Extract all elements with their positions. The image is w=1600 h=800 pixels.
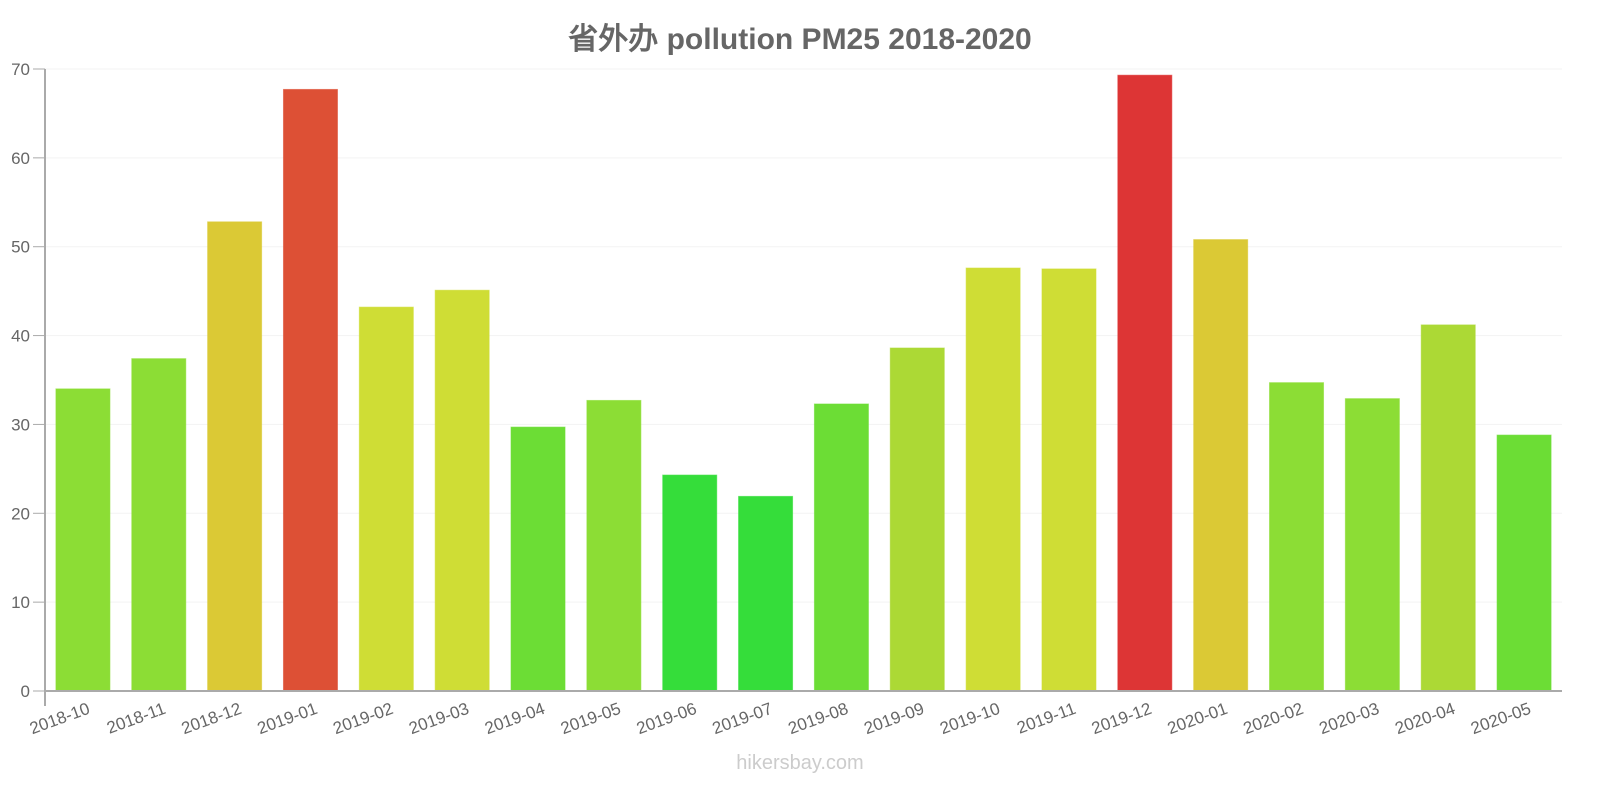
x-axis: 2018-10 2018-11 2018-12 2019-01 2019-02 2019-… [27,690,1562,738]
x-tick-label: 2020-03 [1317,699,1382,738]
bar-2018-11[interactable] [131,358,187,692]
x-tick-label: 2019-08 [786,699,851,738]
bar-2019-08[interactable] [813,403,869,692]
gridlines [45,68,1562,603]
y-tick-label: 0 [21,682,30,701]
bar-2019-05[interactable] [586,399,642,692]
y-tick-label: 30 [11,415,30,434]
y-tick-label: 40 [11,327,30,346]
x-tick-label: 2019-12 [1089,699,1154,738]
bar-2019-01[interactable] [282,88,338,692]
x-tick-label: 2020-05 [1468,699,1533,738]
bar-2020-03[interactable] [1344,398,1400,692]
bar-2020-02[interactable] [1269,382,1325,692]
bar-2019-04[interactable] [510,426,566,692]
x-tick-label: 2018-12 [179,699,244,738]
x-tick-label: 2020-04 [1392,699,1457,738]
x-tick-label: 2019-11 [1014,699,1078,738]
watermark: hikersbay.com [736,752,864,774]
bar-2019-12[interactable] [1117,74,1173,692]
x-tick-label: 2019-02 [331,699,396,738]
x-tick-label: 2020-02 [1241,699,1306,738]
x-tick-label: 2019-05 [558,699,623,738]
chart-title: 省外办 pollution PM25 2018-2020 [568,23,1032,56]
bar-2019-02[interactable] [358,306,414,692]
bar-2020-01[interactable] [1193,239,1249,692]
bar-2018-12[interactable] [207,221,263,692]
bar-2019-07[interactable] [738,495,794,692]
bar-2019-11[interactable] [1041,268,1097,692]
x-tick-label: 2018-10 [27,699,92,738]
x-tick-label: 2019-09 [862,699,927,738]
bar-2020-05[interactable] [1496,434,1552,692]
x-tick-label: 2019-01 [255,699,320,738]
bar-2019-03[interactable] [434,289,490,692]
y-tick-label: 20 [11,504,30,523]
x-tick-label: 2019-07 [710,699,775,738]
x-tick-label: 2020-01 [1165,699,1230,738]
bar-2019-10[interactable] [965,267,1021,692]
y-tick-label: 10 [11,593,30,612]
bar-2019-09[interactable] [889,347,945,692]
bar-2019-06[interactable] [662,474,718,692]
y-axis: 0 10 20 30 40 50 60 70 [11,60,46,706]
bar-2018-10[interactable] [55,388,111,692]
x-tick-label: 2019-06 [634,699,699,738]
x-tick-label: 2018-11 [104,699,168,738]
y-tick-label: 60 [11,149,30,168]
y-tick-label: 50 [11,238,30,257]
x-tick-label: 2019-03 [406,699,471,738]
x-tick-label: 2019-04 [482,699,547,738]
bar-2020-04[interactable] [1420,324,1476,692]
x-tick-label: 2019-10 [937,699,1002,738]
bars [55,74,1552,692]
y-tick-label: 70 [11,60,30,79]
